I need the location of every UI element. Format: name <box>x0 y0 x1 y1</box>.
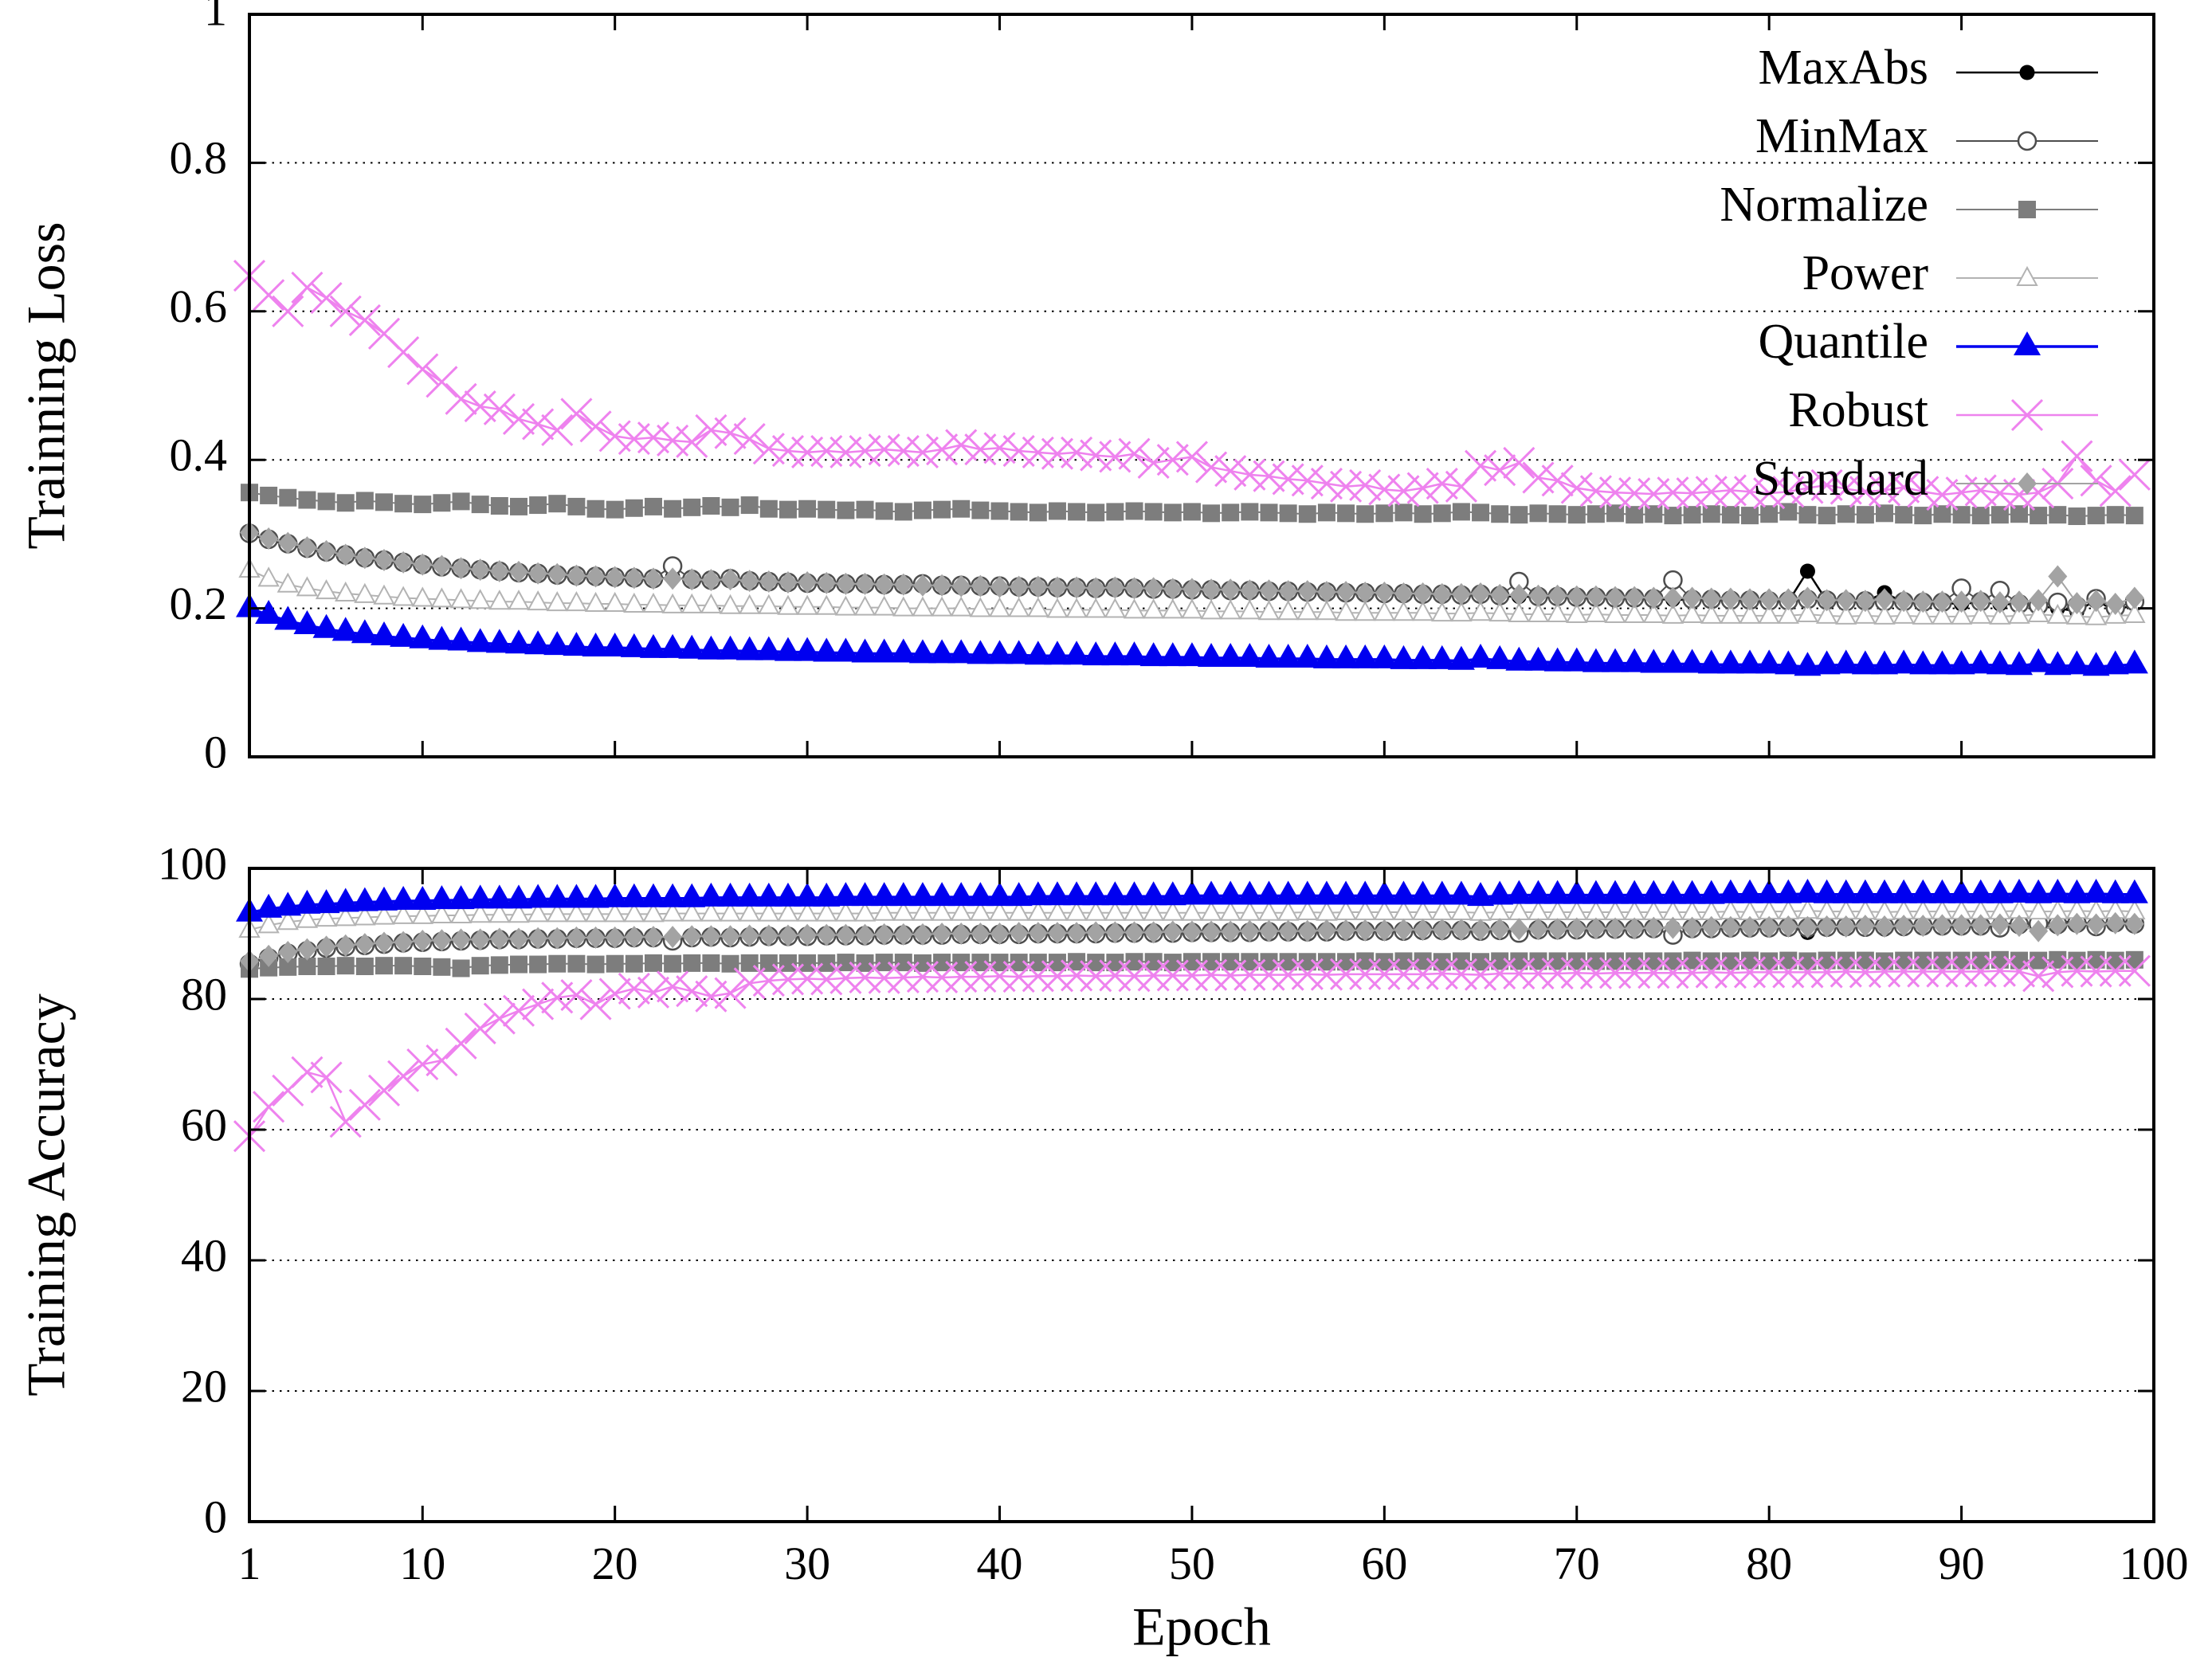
series-normalize <box>241 484 2143 526</box>
series-robust <box>233 954 2151 1153</box>
plot-border <box>248 13 2155 758</box>
legend-item-power: Power <box>1802 246 2098 300</box>
series-standard <box>240 521 2144 616</box>
legend-label: Normalize <box>1720 178 1928 232</box>
x-tick-label: 40 <box>977 1538 1023 1589</box>
y-tick-label: 40 <box>181 1229 227 1281</box>
x-tick-label: 30 <box>784 1538 830 1589</box>
y-tick-label: 0 <box>204 1491 227 1542</box>
x-tick-label: 10 <box>399 1538 445 1589</box>
legend-item-normalize: Normalize <box>1720 178 2098 232</box>
series-normalize <box>241 950 2143 978</box>
y-tick-label: 0.2 <box>170 578 228 629</box>
y-tick-label: 60 <box>181 1099 227 1150</box>
loss-plot: 0 0.2 0.4 0.6 0.8 1 MaxAbs MinMax Normalize Power… <box>170 0 2155 778</box>
legend-label: MaxAbs <box>1758 41 1928 95</box>
x-tick-label: 50 <box>1169 1538 1215 1589</box>
series-power <box>238 899 2146 938</box>
y-tick-label: 0.8 <box>170 132 228 184</box>
y-tick-label: 0.6 <box>170 280 228 332</box>
plot-border <box>248 867 2155 1523</box>
y-tick-label: 0 <box>204 726 227 778</box>
legend-item-standard: Standard <box>1753 452 2098 506</box>
legend-label: Quantile <box>1759 315 1929 369</box>
series-robust <box>233 260 2151 511</box>
legend-label: Robust <box>1788 383 1928 437</box>
series-quantile <box>236 593 2148 676</box>
x-tick-label: 80 <box>1746 1538 1792 1589</box>
axis-ticks: 0 20 40 60 80 100 1 10 20 30 40 50 60 70 80 90 100 <box>158 837 2189 1589</box>
series-power <box>238 558 2146 625</box>
y-tick-label: 20 <box>181 1360 227 1412</box>
x-tick-label: 1 <box>238 1538 261 1589</box>
y-tick-label: 1 <box>204 0 227 35</box>
legend-item-minmax: MinMax <box>1755 109 2098 163</box>
series-quantile <box>236 878 2148 922</box>
axis-ticks: 0 0.2 0.4 0.6 0.8 1 <box>170 0 2155 778</box>
x-tick-label: 60 <box>1361 1538 1407 1589</box>
x-tick-label: 20 <box>592 1538 638 1589</box>
y-tick-label: 0.4 <box>170 429 228 481</box>
y-tick-label: 80 <box>181 968 227 1020</box>
x-tick-label: 70 <box>1554 1538 1600 1589</box>
legend: MaxAbs MinMax Normalize Power Quantile Robust… <box>1720 41 2098 506</box>
series-standard <box>240 911 2144 973</box>
x-tick-label: 90 <box>1939 1538 1985 1589</box>
legend-label: Standard <box>1753 452 1928 506</box>
legend-label: MinMax <box>1755 109 1928 163</box>
legend-item-quantile: Quantile <box>1759 315 2098 369</box>
y-tick-label: 100 <box>158 837 227 889</box>
x-tick-label: 100 <box>2120 1538 2189 1589</box>
x-axis-label: Epoch <box>1132 1596 1271 1657</box>
legend-item-maxabs: MaxAbs <box>1758 41 2098 95</box>
accuracy-plot: 0 20 40 60 80 100 1 10 20 30 40 50 60 70 80 90 100 <box>158 837 2189 1589</box>
legend-item-robust: Robust <box>1788 383 2098 437</box>
legend-label: Power <box>1802 246 1929 300</box>
